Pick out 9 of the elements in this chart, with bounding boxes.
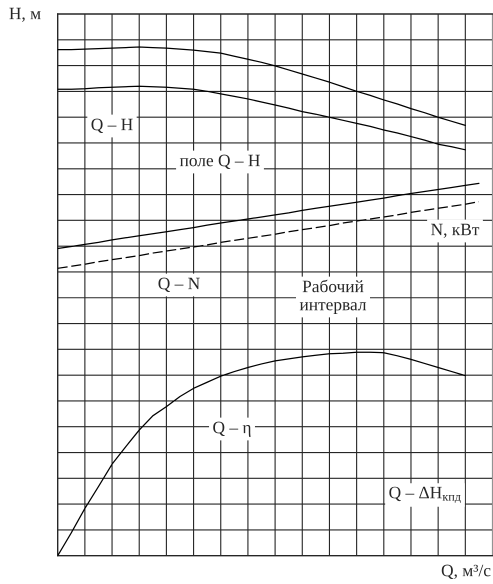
y-axis-title: H, м — [9, 8, 41, 22]
annotation: поле Q – H — [180, 154, 260, 169]
annotation: Q – H — [91, 118, 133, 133]
annotation: N, кВт — [431, 224, 480, 238]
annotation: Q – N — [158, 278, 200, 292]
annotation: Q – ΔH$_{кпд}$ — [389, 486, 461, 503]
annotation: Рабочий интервал — [300, 280, 366, 314]
annotation: Q – η — [213, 422, 251, 437]
x-axis-title: Q, м³/с — [442, 564, 490, 579]
